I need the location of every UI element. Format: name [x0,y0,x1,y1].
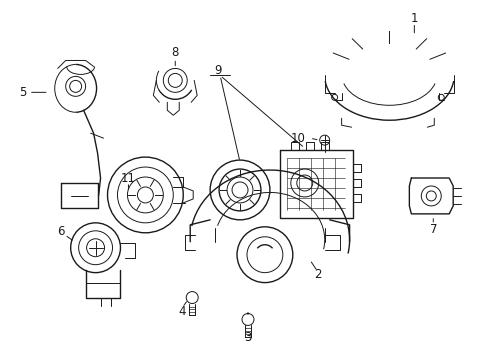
Text: 7: 7 [428,223,436,236]
Text: 1: 1 [410,12,417,25]
Text: 9: 9 [214,64,222,77]
Text: 11: 11 [121,171,136,185]
Text: 8: 8 [171,46,179,59]
Text: 3: 3 [244,331,251,344]
Text: 10: 10 [290,132,305,145]
Text: 2: 2 [313,268,321,281]
Text: 4: 4 [178,305,185,318]
Text: 6: 6 [57,225,64,238]
Text: 5: 5 [19,86,26,99]
